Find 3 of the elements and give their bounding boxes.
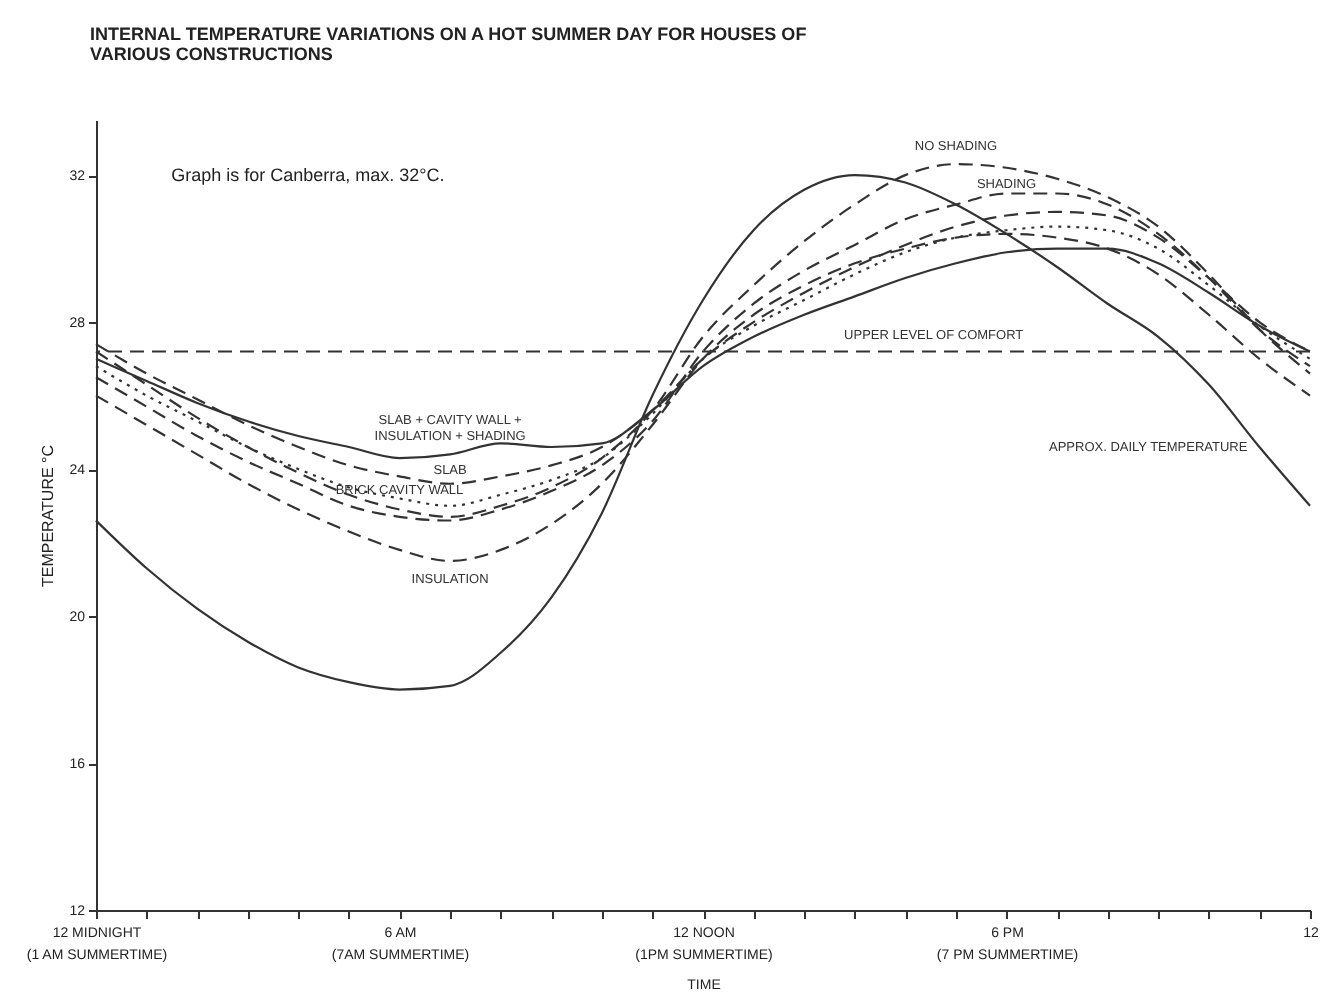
- chart-title: INTERNAL TEMPERATURE VARIATIONS ON A HOT SUMMER DAY FOR HOUSES OF VARIOUS CONSTRUCTIONS: [90, 24, 808, 64]
- y-axis-title: TEMPERATURE °C: [39, 444, 58, 588]
- annotation: Graph is for Canberra, max. 32°C.: [171, 165, 445, 186]
